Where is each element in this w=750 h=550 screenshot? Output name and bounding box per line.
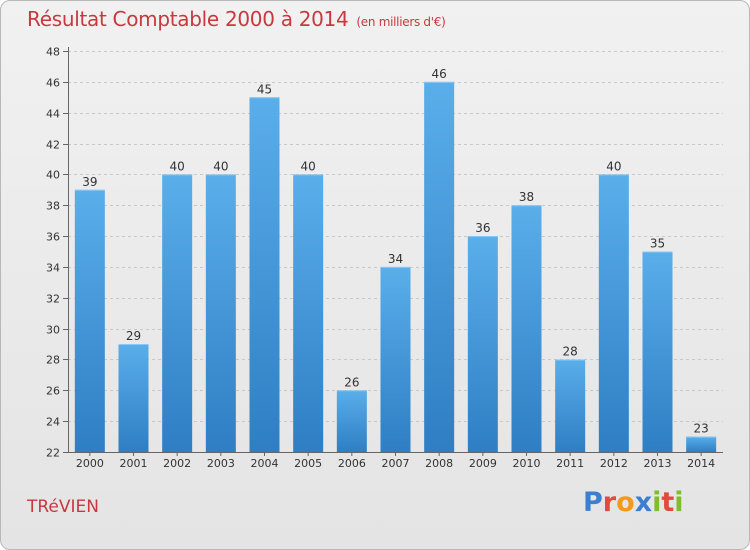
- x-tick-label: 2009: [469, 457, 497, 470]
- x-tick-label: 2005: [294, 457, 322, 470]
- y-tick-label: 46: [46, 77, 60, 90]
- x-tick-label: 2010: [513, 457, 541, 470]
- bar: [249, 97, 280, 453]
- y-tick-label: 22: [46, 447, 60, 460]
- x-tick-label: 2003: [207, 457, 235, 470]
- data-label: 23: [694, 422, 709, 436]
- x-tick-label: 2007: [382, 457, 410, 470]
- bar: [511, 205, 542, 452]
- logo-letter: i: [652, 487, 662, 518]
- bar: [336, 390, 367, 452]
- bars: 39 29 40 40 45 40 26 34 46 36 38 28 40 35 23: [74, 67, 717, 453]
- y-tick-label: 38: [46, 200, 60, 213]
- bar: [74, 189, 105, 453]
- bar: [686, 436, 717, 452]
- chart-subtitle: (en milliers d'€): [356, 15, 446, 29]
- data-label: 40: [301, 159, 316, 173]
- data-label: 45: [257, 82, 272, 96]
- bar: [555, 359, 586, 452]
- y-tick-label: 34: [46, 262, 60, 275]
- x-tick-label: 2014: [687, 457, 715, 470]
- proxiti-logo: Proxiti: [583, 487, 684, 518]
- x-tick-label: 2011: [556, 457, 584, 470]
- x-tick-label: 2001: [120, 457, 148, 470]
- logo-letter: o: [616, 487, 635, 518]
- logo-letter: r: [602, 487, 617, 518]
- logo-letter: P: [583, 487, 603, 518]
- data-label: 38: [519, 190, 534, 204]
- y-tick-label: 48: [46, 46, 60, 59]
- commune-name: TRéVIEN: [27, 497, 99, 517]
- bar: [467, 236, 498, 452]
- data-label: 29: [126, 329, 141, 343]
- x-tick-label: 2012: [600, 457, 628, 470]
- logo-letter: x: [634, 487, 653, 518]
- data-label: 36: [475, 221, 490, 235]
- bar: [162, 174, 193, 452]
- data-label: 46: [432, 67, 447, 81]
- chart-title: Résultat Comptable 2000 à 2014 (en millie…: [27, 7, 446, 31]
- data-label: 40: [606, 159, 621, 173]
- y-tick-label: 40: [46, 169, 60, 182]
- x-tick-label: 2004: [251, 457, 279, 470]
- x-tick-label: 2002: [163, 457, 191, 470]
- y-tick-label: 36: [46, 231, 60, 244]
- data-label: 34: [388, 252, 403, 266]
- y-tick-label: 26: [46, 385, 60, 398]
- logo-letter: i: [674, 487, 684, 518]
- bar: [642, 251, 673, 452]
- logo-letter: t: [661, 487, 675, 518]
- bar: [380, 266, 411, 452]
- bar: [205, 174, 236, 452]
- y-tick-label: 42: [46, 139, 60, 152]
- x-tick-label: 2013: [644, 457, 672, 470]
- bar: [424, 81, 455, 452]
- y-tick-label: 30: [46, 324, 60, 337]
- bar: [118, 344, 149, 452]
- data-label: 39: [82, 175, 97, 189]
- data-label: 28: [563, 344, 578, 358]
- data-label: 40: [170, 159, 185, 173]
- bar: [598, 174, 629, 452]
- chart-title-text: Résultat Comptable 2000 à 2014: [27, 7, 349, 31]
- x-tick-label: 2006: [338, 457, 366, 470]
- y-tick-label: 24: [46, 416, 60, 429]
- y-tick-label: 32: [46, 293, 60, 306]
- axes: 22 24 26 28 30 32 34 36 38 40 42 44 46 48 2000 2001 2002…: [46, 46, 723, 470]
- x-tick-label: 2000: [76, 457, 104, 470]
- data-label: 26: [344, 375, 359, 389]
- data-label: 35: [650, 237, 665, 251]
- bar: [293, 174, 324, 452]
- data-label: 40: [213, 159, 228, 173]
- x-tick-label: 2008: [425, 457, 453, 470]
- y-tick-label: 44: [46, 108, 60, 121]
- y-tick-label: 28: [46, 354, 60, 367]
